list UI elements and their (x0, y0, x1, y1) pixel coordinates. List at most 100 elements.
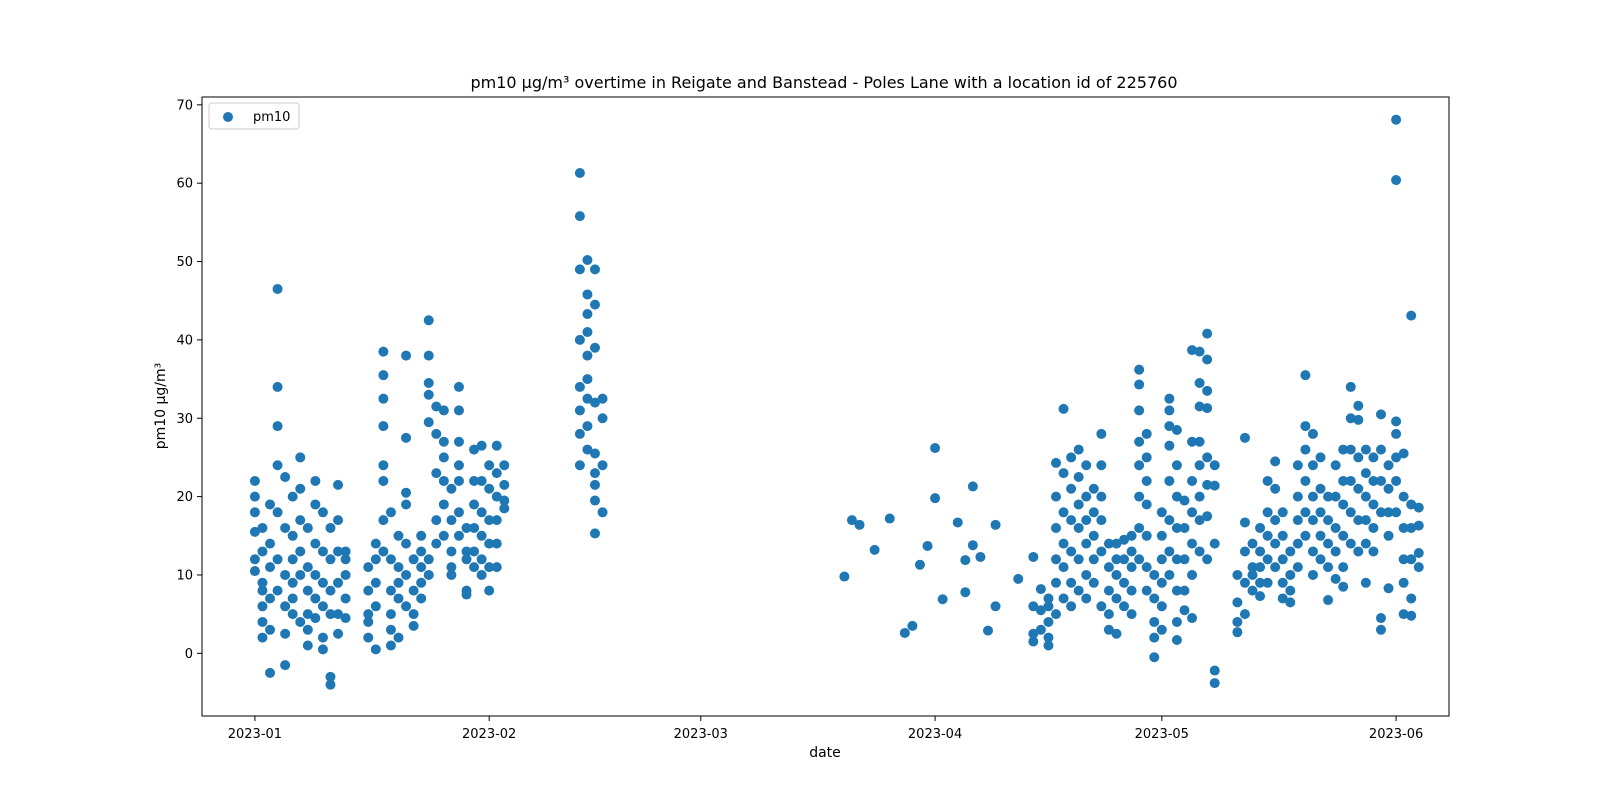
data-point (378, 346, 389, 357)
data-point (952, 517, 963, 528)
data-point (310, 499, 321, 510)
data-point (1058, 562, 1069, 573)
data-point (1187, 538, 1198, 549)
data-point (1338, 499, 1349, 510)
data-point (272, 381, 283, 392)
data-point (1081, 538, 1092, 549)
data-point (1338, 475, 1349, 486)
data-point (423, 377, 434, 388)
data-point (1368, 499, 1379, 510)
x-tick-label: 2023-03 (674, 727, 728, 742)
data-point (287, 593, 298, 604)
data-point (1255, 562, 1266, 573)
data-point (469, 444, 480, 455)
data-point (1255, 546, 1266, 557)
data-point (1187, 436, 1198, 447)
data-point (1066, 515, 1077, 526)
data-point (249, 475, 260, 486)
data-point (1406, 310, 1417, 321)
data-point (401, 601, 412, 612)
data-point (1209, 678, 1220, 689)
data-point (1058, 507, 1069, 518)
data-point (1043, 601, 1054, 612)
data-point (582, 309, 593, 320)
data-point (1391, 428, 1402, 439)
data-point (582, 254, 593, 265)
data-point (416, 546, 427, 557)
data-point (975, 551, 986, 562)
data-point (1307, 460, 1318, 471)
data-point (484, 515, 495, 526)
data-point (1035, 624, 1046, 635)
data-point (491, 562, 502, 573)
data-point (990, 519, 1001, 530)
data-point (302, 624, 313, 635)
data-point (1179, 554, 1190, 565)
data-point (1134, 522, 1145, 533)
data-point (265, 499, 276, 510)
data-point (582, 421, 593, 432)
data-point (589, 264, 600, 275)
data-point (1126, 585, 1137, 596)
data-point (1194, 515, 1205, 526)
data-point (1126, 562, 1137, 573)
x-tick-label: 2023-02 (462, 727, 516, 742)
data-point (431, 468, 442, 479)
data-point (982, 625, 993, 636)
data-point (1051, 522, 1062, 533)
data-point (1383, 483, 1394, 494)
data-point (1330, 546, 1341, 557)
data-point (280, 601, 291, 612)
data-point (1096, 491, 1107, 502)
data-point (1066, 577, 1077, 588)
data-point (431, 515, 442, 526)
data-point (1375, 409, 1386, 420)
data-point (416, 530, 427, 541)
data-point (1141, 428, 1152, 439)
data-point (453, 381, 464, 392)
data-point (295, 616, 306, 627)
data-point (1368, 452, 1379, 463)
data-point (1375, 444, 1386, 455)
data-point (272, 283, 283, 294)
data-point (1345, 538, 1356, 549)
data-point (1239, 517, 1250, 528)
data-point (1164, 515, 1175, 526)
data-point (1391, 175, 1402, 186)
data-point (363, 616, 374, 627)
data-point (401, 538, 412, 549)
data-point (1285, 546, 1296, 557)
data-point (1111, 593, 1122, 604)
data-point (340, 569, 351, 580)
data-point (310, 569, 321, 580)
data-point (333, 515, 344, 526)
data-point (967, 481, 978, 492)
data-point (476, 530, 487, 541)
data-point (1307, 515, 1318, 526)
data-point (1171, 522, 1182, 533)
data-point (1413, 520, 1424, 531)
data-point (1179, 605, 1190, 616)
data-point (1247, 562, 1258, 573)
data-point (1111, 628, 1122, 639)
data-point (1073, 554, 1084, 565)
data-point (325, 609, 336, 620)
data-point (1194, 377, 1205, 388)
data-point (1194, 346, 1205, 357)
data-point (469, 499, 480, 510)
data-point (1406, 610, 1417, 621)
data-point (461, 546, 472, 557)
data-point (1383, 460, 1394, 471)
y-axis-label: pm10 µg/m³ (153, 363, 169, 450)
data-point (1262, 554, 1273, 565)
data-point (295, 569, 306, 580)
data-point (1345, 507, 1356, 518)
data-point (589, 468, 600, 479)
data-point (257, 632, 268, 643)
data-point (1149, 616, 1160, 627)
data-point (574, 168, 585, 178)
data-point (272, 585, 283, 596)
data-point (438, 452, 449, 463)
data-point (1255, 591, 1266, 602)
data-point (385, 640, 396, 651)
